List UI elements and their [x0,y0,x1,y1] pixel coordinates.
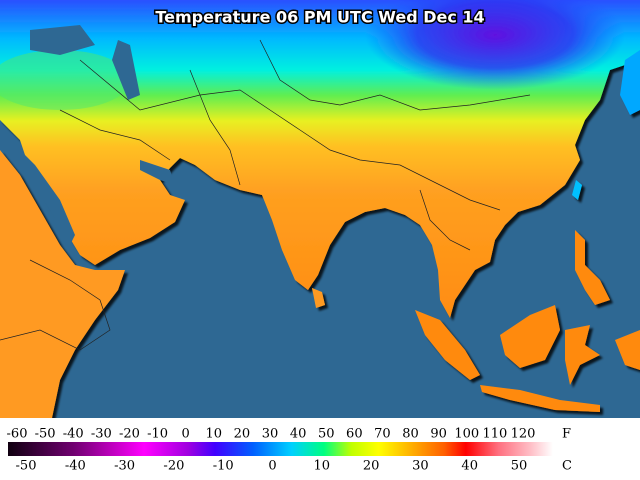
fahrenheit-label: -60 [7,427,28,442]
sri-lanka [312,288,325,308]
fahrenheit-label: 70 [374,427,391,442]
sumatra [415,310,480,380]
sulawesi [565,325,600,385]
celsius-label: 40 [461,459,478,474]
fahrenheit-label: 40 [290,427,307,442]
border-line [79,59,501,211]
cold-region [365,0,625,90]
fahrenheit-label: 100 [454,427,479,442]
fahrenheit-label: 0 [182,427,190,442]
celsius-label: -50 [16,459,37,474]
fahrenheit-label: 50 [318,427,335,442]
celsius-labels: -50 -40 -30 -20 -10 0 10 20 30 40 50 [16,459,528,474]
celsius-label: 30 [412,459,429,474]
fahrenheit-label: 120 [511,427,536,442]
persian-gulf [140,160,175,185]
borders [0,39,531,351]
fahrenheit-label: 90 [430,427,447,442]
africa [0,150,125,418]
fahrenheit-label: -20 [119,427,140,442]
border-line [0,259,111,351]
celsius-label: 20 [363,459,380,474]
fahrenheit-label: -10 [147,427,168,442]
celsius-unit: C [562,459,572,474]
border-line [419,189,471,251]
new-guinea [615,330,640,370]
color-scale-bar [8,442,553,456]
fahrenheit-label: -40 [63,427,84,442]
fahrenheit-label: -50 [35,427,56,442]
landmass [0,0,640,418]
java [480,385,600,412]
fahrenheit-label: 20 [234,427,251,442]
celsius-label: 50 [511,459,528,474]
border-line [59,109,171,161]
fahrenheit-label: 10 [206,427,223,442]
fahrenheit-label: 80 [402,427,419,442]
border-line [189,69,241,186]
celsius-label: -40 [65,459,86,474]
caspian-sea [112,40,140,100]
map-title: Temperature 06 PM UTC Wed Dec 14 [155,8,484,27]
fahrenheit-label: 30 [262,427,279,442]
celsius-label: -20 [163,459,184,474]
celsius-label: -10 [213,459,234,474]
philippines [575,230,610,305]
borneo [500,305,560,368]
taiwan [572,180,582,200]
black-sea [30,25,95,55]
fahrenheit-labels: -60 -50 -40 -30 -20 -10 0 10 20 30 40 50 60 70 80 90 100… [7,427,536,442]
celsius-label: 0 [268,459,276,474]
fahrenheit-label: -30 [91,427,112,442]
fahrenheit-unit: F [562,427,571,442]
celsius-label: 10 [314,459,331,474]
fahrenheit-label: 60 [346,427,363,442]
mild-region [0,50,130,110]
celsius-label: -30 [114,459,135,474]
border-line [259,39,531,111]
fahrenheit-label: 110 [482,427,507,442]
japan [620,50,640,115]
red-sea [18,150,75,245]
